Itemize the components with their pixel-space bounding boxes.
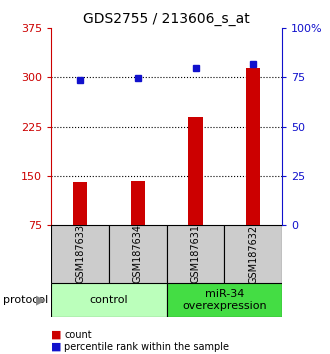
Bar [167, 283, 282, 317]
Bar [167, 225, 224, 283]
Text: ▶: ▶ [36, 293, 45, 307]
Bar [188, 117, 203, 225]
Text: GSM187632: GSM187632 [248, 224, 258, 284]
Bar [246, 68, 260, 225]
Bar [51, 225, 109, 283]
Bar [73, 182, 87, 225]
Text: percentile rank within the sample: percentile rank within the sample [64, 342, 229, 352]
Bar [109, 225, 167, 283]
Text: miR-34
overexpression: miR-34 overexpression [182, 289, 267, 311]
Text: ■: ■ [51, 330, 62, 339]
Text: count: count [64, 330, 92, 339]
Text: GSM187633: GSM187633 [75, 224, 85, 284]
Bar [131, 181, 145, 225]
Title: GDS2755 / 213606_s_at: GDS2755 / 213606_s_at [83, 12, 250, 26]
Bar [224, 225, 282, 283]
Bar [51, 283, 167, 317]
Text: ■: ■ [51, 342, 62, 352]
Text: control: control [89, 295, 128, 305]
Text: GSM187631: GSM187631 [190, 224, 201, 284]
Text: protocol: protocol [3, 295, 49, 305]
Text: GSM187634: GSM187634 [133, 224, 143, 284]
